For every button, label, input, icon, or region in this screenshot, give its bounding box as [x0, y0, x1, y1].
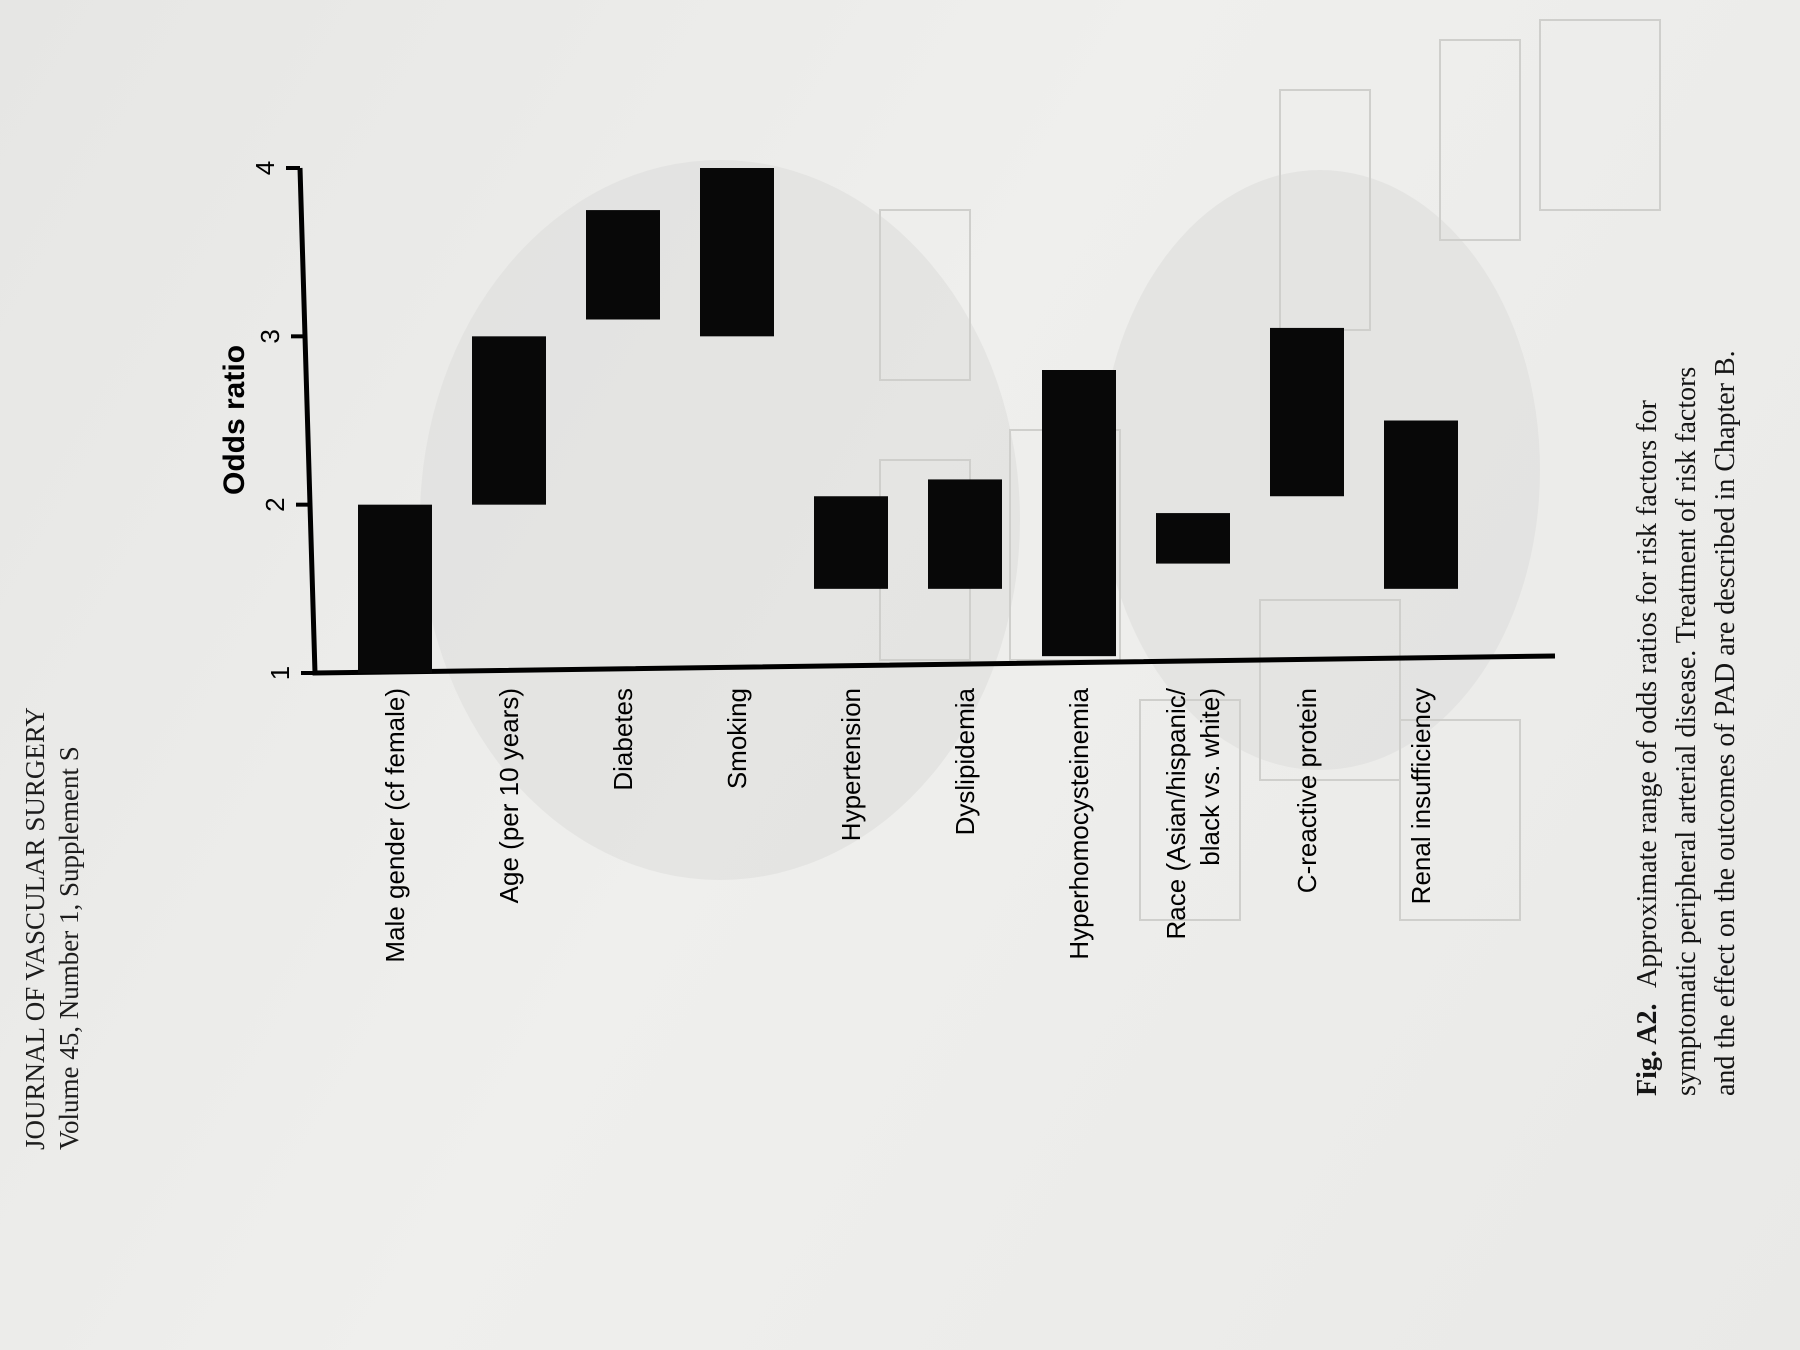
bar: [700, 168, 774, 337]
bar: [1042, 370, 1116, 657]
caption-line-3: and the effect on the outcomes of PAD ar…: [1710, 350, 1741, 1096]
category-label: Hyperhomocysteinemia: [1064, 687, 1094, 959]
bar: [358, 504, 432, 673]
caption-line-1: Fig. A2. Approximate range of odds ratio…: [1632, 399, 1663, 1096]
category-label: Smoking: [722, 688, 752, 789]
journal-volume: Volume 45, Number 1, Supplement S: [54, 746, 84, 1150]
bar: [928, 479, 1002, 589]
caption-line-2: symptomatic peripheral arterial disease.…: [1671, 367, 1702, 1096]
bar: [472, 336, 546, 505]
category-label: Race (Asian/hispanic/: [1161, 687, 1191, 939]
bars: [358, 168, 1458, 673]
show-through: [420, 19, 1661, 921]
category-label: Dyslipidemia: [950, 687, 980, 835]
category-label: Diabetes: [608, 688, 638, 791]
tick-label: 1: [265, 666, 295, 680]
caption-label: Fig. A2.: [1632, 1003, 1663, 1096]
bar: [1270, 327, 1344, 497]
running-header: JOURNAL OF VASCULAR SURGERY Volume 45, N…: [20, 707, 84, 1150]
bar: [814, 496, 888, 589]
bar: [586, 210, 660, 320]
bar: [1156, 513, 1230, 564]
caption-line-1-text: Approximate range of odds ratios for ris…: [1632, 399, 1663, 987]
category-labels: Male gender (cf female) Age (per 10 years…: [380, 687, 1436, 962]
figure-caption: Fig. A2. Approximate range of odds ratio…: [1632, 350, 1741, 1096]
odds-ratio-chart: 1 2 3 4 Odds ratio Male gender (cf female) A…: [218, 161, 1556, 963]
tick-label: 2: [260, 497, 290, 511]
journal-title: JOURNAL OF VASCULAR SURGERY: [20, 707, 50, 1150]
category-label: Renal insufficiency: [1406, 688, 1436, 904]
value-axis-title: Odds ratio: [218, 345, 251, 495]
category-label: C-reactive protein: [1292, 688, 1322, 893]
tick-label: 3: [255, 329, 285, 343]
value-axis-ticks: 1 2 3 4: [250, 161, 315, 680]
category-label: Age (per 10 years): [494, 688, 524, 903]
category-label: Hypertension: [836, 688, 866, 841]
bar: [1384, 420, 1458, 589]
category-label: Male gender (cf female): [380, 688, 410, 963]
category-label: black vs. white): [1195, 688, 1225, 866]
tick-label: 4: [250, 161, 280, 175]
